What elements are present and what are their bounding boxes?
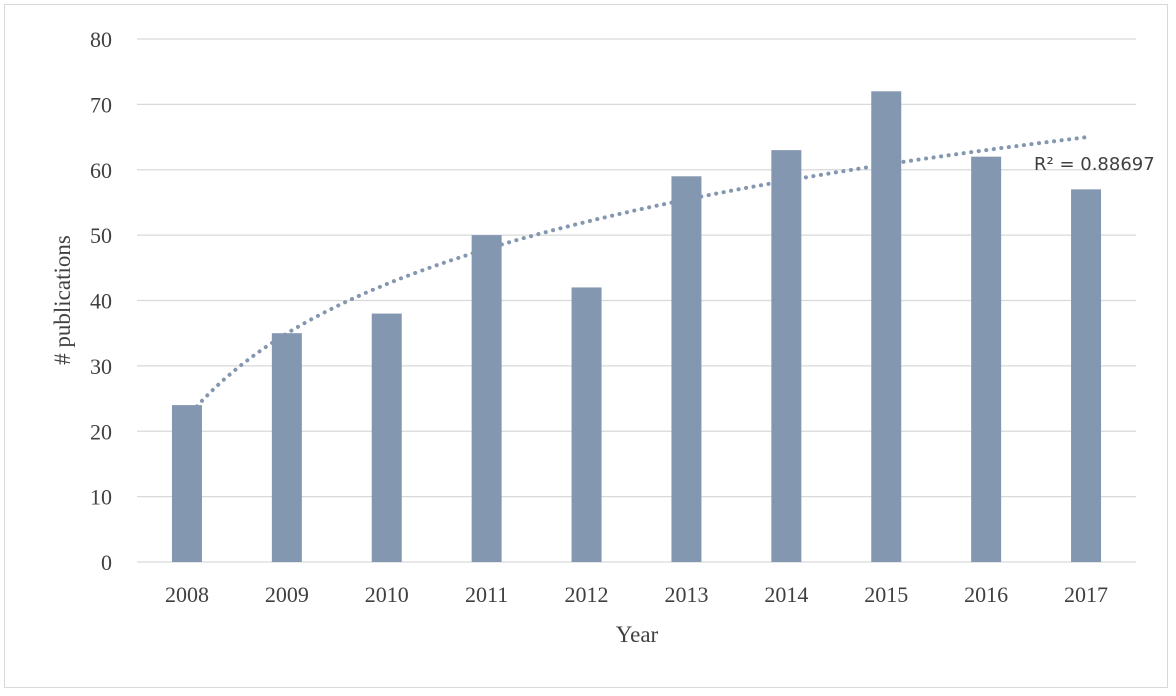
- bars: [171, 91, 1102, 563]
- r-squared-label: R² = 0.88697: [1034, 154, 1155, 175]
- x-tick-label: 2016: [964, 582, 1008, 607]
- gridlines: [137, 38, 1136, 563]
- y-axis-title: # publications: [50, 235, 75, 365]
- y-tick-label: 0: [101, 550, 112, 575]
- trendline: [184, 135, 1089, 420]
- x-tick-label: 2009: [265, 582, 309, 607]
- y-tick-label: 60: [90, 158, 112, 183]
- bar-2012: [571, 287, 602, 562]
- y-tick-label: 70: [90, 92, 112, 117]
- y-tick-labels: 0 10 20 30 40 50 60 70 80: [90, 27, 112, 575]
- y-tick-label: 80: [90, 27, 112, 52]
- bar-2009: [271, 333, 302, 562]
- x-tick-label: 2010: [365, 582, 409, 607]
- y-tick-label: 20: [90, 419, 112, 444]
- x-tick-label: 2011: [465, 582, 508, 607]
- x-tick-label: 2008: [165, 582, 209, 607]
- x-axis-title: Year: [616, 622, 659, 647]
- x-tick-label: 2014: [764, 582, 808, 607]
- bar-2013: [671, 176, 702, 562]
- bar-2008: [171, 405, 202, 562]
- bar-2017: [1071, 189, 1102, 563]
- x-tick-label: 2015: [864, 582, 908, 607]
- y-tick-label: 40: [90, 289, 112, 314]
- bar-2016: [971, 156, 1002, 563]
- x-tick-labels: 2008 2009 2010 2011 2012 2013 2014 2015 2016 2017: [165, 582, 1108, 607]
- bar-2011: [471, 235, 502, 562]
- bar-2015: [871, 91, 902, 563]
- x-tick-label: 2017: [1064, 582, 1108, 607]
- x-tick-label: 2012: [565, 582, 609, 607]
- x-tick-label: 2013: [664, 582, 708, 607]
- bar-2010: [371, 313, 402, 562]
- y-tick-label: 10: [90, 485, 112, 510]
- y-tick-label: 30: [90, 354, 112, 379]
- y-tick-label: 50: [90, 223, 112, 248]
- bar-2014: [771, 150, 802, 562]
